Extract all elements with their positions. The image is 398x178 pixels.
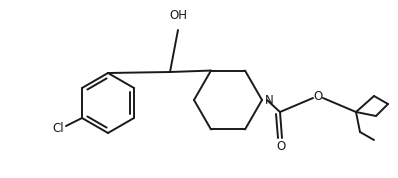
Text: OH: OH — [169, 9, 187, 22]
Text: O: O — [313, 90, 323, 103]
Text: N: N — [265, 95, 274, 108]
Text: Cl: Cl — [53, 122, 64, 135]
Text: O: O — [276, 140, 286, 153]
